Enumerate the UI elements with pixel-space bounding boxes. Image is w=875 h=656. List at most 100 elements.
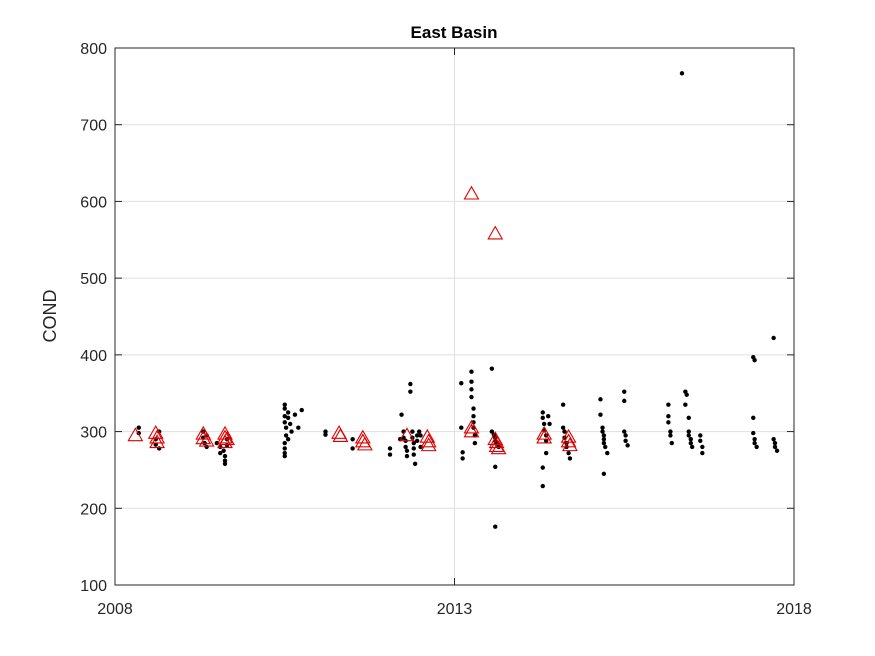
data-point-dot bbox=[688, 437, 693, 442]
data-point-triangle bbox=[127, 427, 144, 442]
data-point-dot bbox=[285, 410, 291, 415]
data-point-dot bbox=[489, 366, 495, 371]
data-point-triangle bbox=[560, 428, 577, 443]
data-point-dot bbox=[404, 453, 410, 459]
data-point-dot bbox=[752, 358, 757, 363]
data-point-dot bbox=[666, 420, 671, 425]
data-point-dot bbox=[547, 421, 552, 427]
data-point-dot bbox=[752, 440, 757, 446]
data-point-dot bbox=[623, 438, 628, 443]
x-tick-label: 2013 bbox=[437, 601, 473, 618]
data-point-dot bbox=[541, 421, 547, 427]
y-tick-label: 800 bbox=[80, 41, 107, 58]
data-point-dot bbox=[540, 465, 545, 470]
y-tick-label: 200 bbox=[80, 501, 107, 518]
data-point-dot bbox=[136, 425, 141, 430]
data-point-triangle bbox=[487, 225, 504, 240]
data-point-dot bbox=[408, 381, 413, 387]
data-point-dot bbox=[285, 415, 291, 420]
data-point-dot bbox=[543, 438, 549, 443]
data-point-dot bbox=[282, 402, 287, 407]
data-point-dot bbox=[601, 440, 607, 446]
y-tick-label: 700 bbox=[80, 118, 107, 135]
data-point-dot bbox=[282, 440, 287, 446]
data-point-dot bbox=[540, 415, 545, 420]
data-point-dot bbox=[698, 433, 703, 438]
data-point-dot bbox=[686, 429, 691, 434]
data-point-triangle bbox=[149, 434, 166, 449]
data-point-dot bbox=[669, 440, 674, 446]
data-point-dot bbox=[285, 437, 291, 442]
data-point-dot bbox=[350, 437, 355, 442]
data-point-dot bbox=[751, 415, 756, 420]
data-point-triangle bbox=[195, 430, 212, 445]
data-point-triangle bbox=[561, 437, 578, 452]
data-point-triangle bbox=[490, 440, 507, 455]
data-point-dot bbox=[540, 410, 545, 415]
data-point-dot bbox=[700, 450, 705, 456]
grid-lines bbox=[115, 48, 794, 585]
data-point-dot bbox=[683, 402, 688, 407]
y-tick-label: 100 bbox=[80, 578, 107, 595]
data-point-triangle bbox=[356, 436, 373, 451]
data-point-dot bbox=[204, 444, 209, 450]
data-point-dot bbox=[600, 425, 605, 430]
data-point-dot bbox=[411, 440, 416, 446]
data-point-triangle bbox=[420, 437, 437, 452]
data-point-dot bbox=[493, 464, 498, 470]
y-tick-label: 500 bbox=[80, 271, 107, 288]
data-point-dot bbox=[202, 440, 207, 446]
data-point-triangle bbox=[419, 428, 436, 443]
data-point-dot bbox=[560, 425, 566, 430]
data-point-triangle bbox=[217, 429, 233, 444]
data-point-dot bbox=[679, 71, 685, 76]
y-tick-label: 600 bbox=[80, 194, 107, 211]
data-point-dot bbox=[414, 438, 420, 443]
data-point-dot bbox=[686, 433, 691, 438]
data-point-dot bbox=[560, 402, 566, 407]
data-point-dot bbox=[222, 461, 228, 466]
data-point-triangle bbox=[536, 429, 553, 444]
data-point-triangle bbox=[463, 423, 480, 438]
data-point-dot bbox=[543, 450, 549, 456]
data-point-triangle bbox=[217, 425, 233, 440]
data-point-dot bbox=[387, 446, 393, 451]
y-axis-label: COND bbox=[40, 290, 60, 343]
data-point-triangle bbox=[354, 429, 371, 444]
data-points bbox=[127, 71, 780, 529]
data-point-dot bbox=[283, 433, 289, 438]
data-point-dot bbox=[605, 450, 610, 456]
data-point-dot bbox=[567, 456, 573, 461]
data-point-dot bbox=[754, 444, 759, 450]
data-point-dot bbox=[601, 433, 607, 438]
data-point-dot bbox=[625, 443, 630, 448]
data-point-triangle bbox=[463, 185, 480, 200]
data-point-dot bbox=[472, 440, 478, 446]
y-tick-label: 400 bbox=[80, 348, 107, 365]
data-point-dot bbox=[469, 369, 474, 374]
data-point-dot bbox=[418, 433, 423, 438]
data-point-dot bbox=[403, 444, 408, 450]
data-point-dot bbox=[387, 452, 393, 457]
data-point-dot bbox=[416, 429, 422, 434]
axis-ticks: 100 200 300 400 500 600 700 800 2008 2013 2018 bbox=[80, 41, 812, 618]
data-point-triangle bbox=[463, 419, 480, 434]
data-point-dot bbox=[471, 414, 476, 419]
data-point-triangle bbox=[536, 425, 553, 440]
data-point-dot bbox=[600, 429, 605, 434]
data-point-dot bbox=[546, 414, 551, 419]
data-point-dot bbox=[666, 402, 671, 407]
data-point-dot bbox=[283, 425, 289, 430]
data-point-triangle bbox=[219, 431, 235, 446]
data-point-dot bbox=[469, 394, 474, 400]
data-point-dot bbox=[698, 438, 703, 443]
data-point-dot bbox=[469, 379, 474, 384]
data-point-dot bbox=[224, 443, 230, 448]
data-point-dot bbox=[771, 437, 776, 442]
data-point-dot bbox=[493, 524, 498, 529]
data-point-dot bbox=[282, 453, 287, 459]
data-point-dot bbox=[282, 406, 287, 411]
data-point-dot bbox=[411, 446, 416, 451]
data-point-dot bbox=[598, 412, 603, 417]
